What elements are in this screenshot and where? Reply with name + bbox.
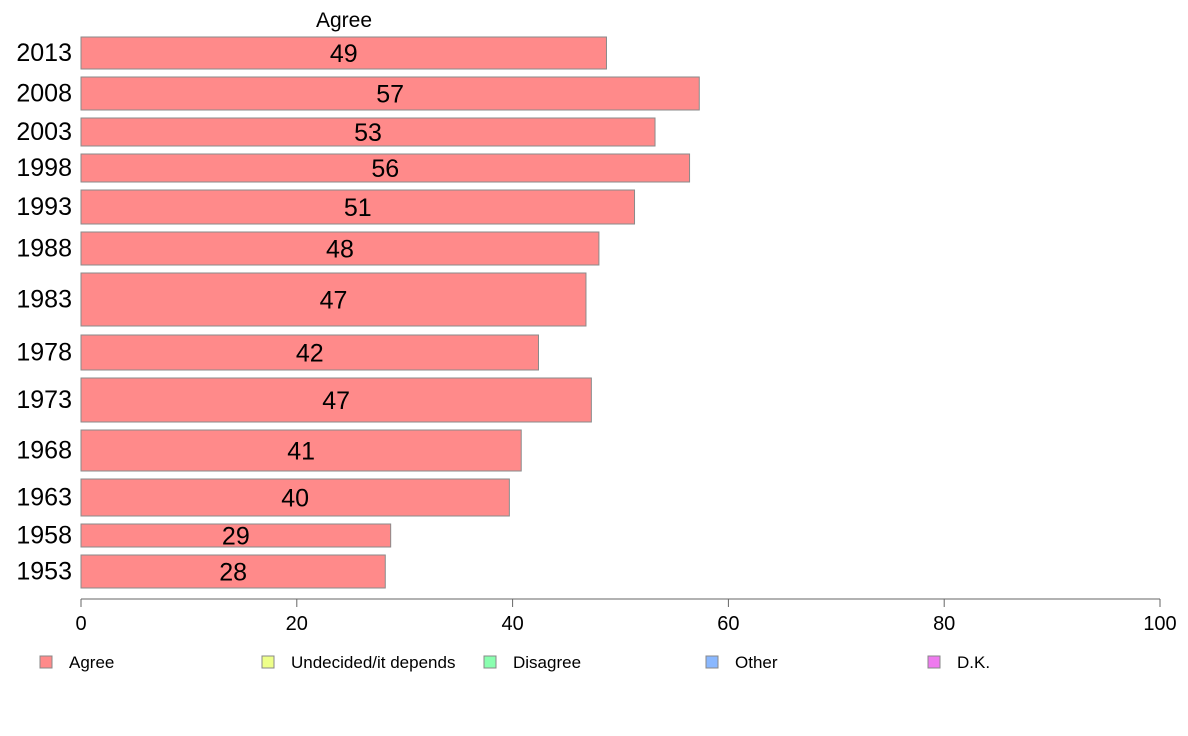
bar — [80, 334, 539, 371]
value-label: 48 — [326, 236, 354, 264]
legend: Agree Undecided/it depends Disagree Other D.… — [39, 653, 990, 672]
legend-label: Agree — [69, 653, 114, 672]
year-label: 1998 — [16, 154, 72, 182]
legend-swatch — [39, 655, 53, 669]
bar — [80, 231, 600, 266]
legend-label: Disagree — [513, 653, 581, 672]
x-tick-label: 100 — [1143, 613, 1176, 635]
legend-swatch — [261, 655, 275, 669]
value-label: 47 — [322, 387, 350, 415]
bar — [80, 153, 691, 183]
x-tick-label: 40 — [501, 613, 523, 635]
value-label: 40 — [281, 485, 309, 513]
value-label: 49 — [330, 40, 358, 68]
year-label: 1988 — [16, 235, 72, 263]
bar — [80, 429, 522, 472]
year-label: 1978 — [16, 339, 72, 367]
facet-title: Agree — [316, 9, 372, 32]
x-tick-label: 80 — [933, 613, 955, 635]
year-label: 1953 — [16, 558, 72, 586]
value-label: 51 — [344, 194, 372, 222]
value-label: 28 — [219, 559, 247, 587]
year-label: 1958 — [16, 522, 72, 550]
legend-label: Other — [735, 653, 778, 672]
x-tick-label: 60 — [717, 613, 739, 635]
year-label: 2013 — [16, 39, 72, 67]
value-label: 41 — [287, 438, 315, 466]
value-label: 56 — [371, 155, 399, 183]
bar — [80, 189, 636, 225]
year-label: 1973 — [16, 386, 72, 414]
legend-label: D.K. — [957, 653, 990, 672]
bar — [80, 272, 587, 327]
legend-swatch — [927, 655, 941, 669]
value-label: 29 — [222, 523, 250, 551]
x-tick-label: 0 — [75, 613, 86, 635]
x-axis: 0 20 40 60 80 100 — [75, 598, 1177, 635]
value-label: 53 — [354, 119, 382, 147]
bar-group: 2013 49 2008 57 2003 53 1998 56 1993 51 1988 48 1983… — [16, 36, 700, 589]
x-tick-label: 20 — [286, 613, 308, 635]
year-label: 1963 — [16, 484, 72, 512]
year-label: 1993 — [16, 193, 72, 221]
legend-swatch — [483, 655, 497, 669]
bar — [80, 523, 392, 548]
bar — [80, 478, 510, 517]
year-label: 2008 — [16, 80, 72, 108]
bar — [80, 117, 656, 147]
bar — [80, 76, 700, 111]
value-label: 42 — [296, 340, 324, 368]
legend-label: Undecided/it depends — [291, 653, 455, 672]
year-label: 2003 — [16, 118, 72, 146]
bar — [80, 36, 607, 70]
bar — [80, 554, 386, 589]
value-label: 57 — [376, 81, 404, 109]
value-label: 47 — [320, 287, 348, 315]
bar — [80, 377, 592, 423]
year-label: 1983 — [16, 286, 72, 314]
year-label: 1968 — [16, 437, 72, 465]
legend-swatch — [705, 655, 719, 669]
